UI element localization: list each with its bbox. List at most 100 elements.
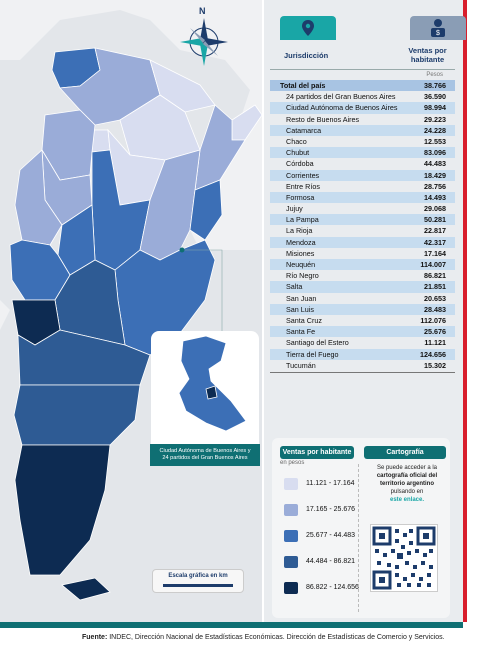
- table-row: Santa Fe 25.676: [270, 326, 455, 338]
- table-row: San Luis 28.483: [270, 303, 455, 315]
- table-row: Ciudad Autónoma de Buenos Aires 98.994: [270, 102, 455, 114]
- row-jurisdiction: Chubut: [286, 148, 310, 158]
- table-row: Entre Ríos 28.756: [270, 181, 455, 192]
- row-jurisdiction: San Juan: [286, 293, 317, 303]
- table-row: Jujuy 29.068: [270, 203, 455, 214]
- province-chubut[interactable]: [13, 384, 141, 446]
- source-text: INDEC, Dirección Nacional de Estadística…: [109, 634, 445, 641]
- inset-gba-partidos[interactable]: [178, 335, 247, 432]
- map-panel: [0, 0, 262, 622]
- location-pin-icon: [302, 20, 314, 36]
- row-value: 12.553: [424, 136, 446, 146]
- compass-rose: N: [176, 6, 232, 66]
- table-row: Catamarca 24.228: [270, 124, 455, 136]
- legend-label: 17.165 - 25.676: [306, 506, 356, 513]
- row-value: 14.493: [424, 192, 446, 202]
- svg-text:$: $: [436, 30, 440, 37]
- infographic-frame: [463, 0, 467, 622]
- total-name: Total del país: [280, 81, 326, 90]
- header-jurisdiction: Jurisdicción: [284, 50, 329, 60]
- scale-bar: [163, 584, 233, 587]
- scale-bar-box: Escala gráfica en km: [152, 569, 244, 593]
- province-santa-cruz[interactable]: [14, 444, 111, 576]
- row-jurisdiction: Jujuy: [286, 204, 303, 214]
- province-san-juan[interactable]: [14, 149, 63, 246]
- compass-star-icon: [180, 18, 228, 66]
- table-row: Santiago del Estero 11.121: [270, 337, 455, 348]
- row-value: 44.483: [424, 159, 446, 169]
- inset-caption-line1: Ciudad Autónoma de Buenos Aires y: [159, 448, 251, 454]
- scale-label: Escala gráfica en km: [168, 573, 228, 579]
- row-value: 29.068: [424, 204, 446, 214]
- header-sales: Ventas por habitante: [400, 46, 455, 64]
- row-jurisdiction: Misiones: [286, 248, 315, 258]
- source-note: Fuente: INDEC, Dirección Nacional de Est…: [82, 634, 445, 641]
- row-jurisdiction: Resto de Buenos Aires: [286, 114, 360, 124]
- legend-title: Ventas por habitante: [280, 446, 354, 459]
- table-row: San Juan 20.653: [270, 293, 455, 304]
- row-jurisdiction: Tucumán: [286, 360, 316, 370]
- row-jurisdiction: Entre Ríos: [286, 181, 320, 191]
- legend-panel: Ventas por habitante Cartografía en peso…: [272, 438, 450, 618]
- row-jurisdiction: La Pampa: [286, 215, 319, 225]
- row-jurisdiction: La Rioja: [286, 226, 313, 236]
- legend-subtitle: en pesos: [280, 460, 305, 466]
- row-jurisdiction: Ciudad Autónoma de Buenos Aires: [286, 103, 398, 113]
- row-jurisdiction: Catamarca: [286, 125, 322, 135]
- table-row: Misiones 17.164: [270, 248, 455, 259]
- row-value: 86.821: [424, 271, 446, 281]
- row-jurisdiction: Córdoba: [286, 159, 314, 169]
- sales-tab[interactable]: $: [410, 16, 466, 40]
- row-jurisdiction: Santiago del Estero: [286, 338, 349, 348]
- row-value: 112.076: [420, 315, 446, 325]
- qr-code[interactable]: [370, 524, 438, 592]
- table-row: Chubut 83.096: [270, 147, 455, 159]
- carto-line3: territorio argentino: [379, 481, 434, 487]
- table-body: 24 partidos del Gran Buenos Aires 36.590 C…: [270, 91, 455, 371]
- table-row: Formosa 14.493: [270, 191, 455, 204]
- inset-caption: Ciudad Autónoma de Buenos Aires y 24 par…: [150, 444, 260, 466]
- province-tierra-del-fuego[interactable]: [61, 577, 111, 601]
- legend-label: 86.822 - 124.656: [306, 584, 359, 591]
- table-row: La Pampa 50.281: [270, 214, 455, 226]
- row-value: 17.164: [424, 248, 446, 258]
- legend-label: 25.677 - 44.483: [306, 532, 356, 539]
- inset-caba[interactable]: [205, 385, 218, 400]
- cartography-title: Cartografía: [364, 446, 446, 459]
- map-tab[interactable]: [280, 16, 336, 40]
- row-value: 28.756: [424, 181, 446, 191]
- legend-swatch: [284, 582, 298, 594]
- row-jurisdiction: Santa Fe: [286, 327, 316, 337]
- footer-bar: [0, 622, 463, 628]
- table-row: Neuquén 114.007: [270, 259, 455, 271]
- row-value: 98.994: [424, 103, 446, 113]
- row-jurisdiction: Corrientes: [286, 170, 320, 180]
- table-bottom-rule: [270, 371, 455, 373]
- total-value: 38.766: [424, 81, 446, 90]
- carto-link[interactable]: este enlace.: [389, 497, 425, 503]
- table-row: Tucumán 15.302: [270, 360, 455, 371]
- sales-table: Jurisdicción Ventas por habitante Pesos …: [270, 44, 455, 373]
- legend-label: 11.121 - 17.164: [306, 480, 355, 487]
- row-value: 114.007: [420, 260, 446, 269]
- row-value: 29.223: [424, 114, 446, 124]
- legend-swatch: [284, 478, 298, 490]
- row-jurisdiction: Chaco: [286, 136, 307, 146]
- table-row: Corrientes 18.429: [270, 169, 455, 181]
- table-row: Río Negro 86.821: [270, 270, 455, 281]
- argentina-map: [0, 0, 262, 601]
- row-value: 20.653: [424, 293, 446, 303]
- row-jurisdiction: Santa Cruz: [286, 315, 322, 325]
- row-jurisdiction: 24 partidos del Gran Buenos Aires: [286, 92, 396, 102]
- table-row: Chaco 12.553: [270, 136, 455, 147]
- table-unit: Pesos: [426, 72, 443, 78]
- amba-inset: [151, 331, 259, 464]
- table-row: La Rioja 22.817: [270, 225, 455, 236]
- source-label: Fuente:: [82, 634, 108, 641]
- table-row: Resto de Buenos Aires 29.223: [270, 114, 455, 125]
- row-value: 83.096: [424, 148, 446, 158]
- province-entre-rios[interactable]: [189, 179, 223, 241]
- row-jurisdiction: Formosa: [286, 192, 315, 202]
- legend-swatch: [284, 556, 298, 568]
- table-header: Jurisdicción Ventas por habitante: [270, 44, 455, 70]
